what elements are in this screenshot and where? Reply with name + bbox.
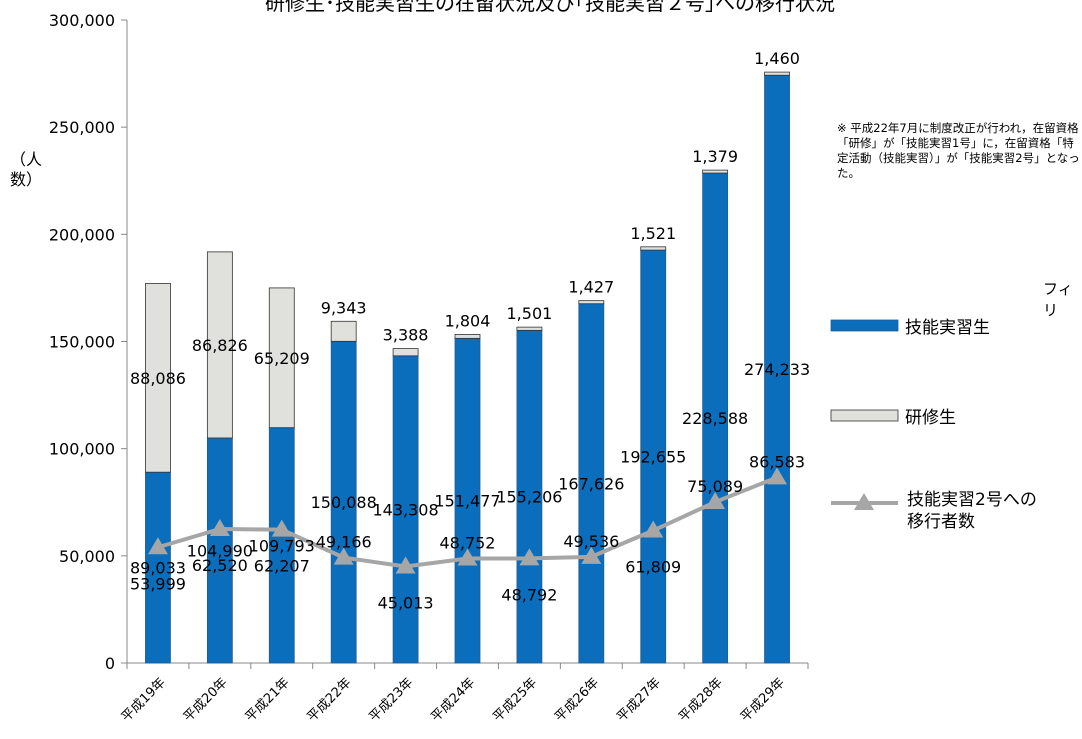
bar-trainee bbox=[392, 348, 419, 357]
bar-trainee bbox=[516, 326, 543, 331]
line-marker bbox=[705, 492, 726, 510]
x-tick-label: 平成22年 bbox=[305, 675, 355, 725]
bar-trainee bbox=[454, 334, 481, 339]
x-tick-label: 平成27年 bbox=[614, 675, 664, 725]
data-label-technical-intern: 228,588 bbox=[682, 409, 748, 428]
x-tick-label: 平成19年 bbox=[119, 675, 169, 725]
data-label-technical-intern: 192,655 bbox=[620, 448, 686, 467]
x-tick-label: 平成23年 bbox=[367, 675, 417, 725]
x-tick-label: 平成21年 bbox=[243, 675, 293, 725]
x-tick-label: 平成26年 bbox=[552, 675, 602, 725]
data-label-trainee: 1,521 bbox=[630, 224, 676, 243]
data-label-technical-intern: 151,477 bbox=[434, 492, 500, 511]
bar-trainee bbox=[702, 169, 729, 174]
data-label-transition: 49,166 bbox=[316, 533, 372, 552]
y-tick-label: 200,000 bbox=[49, 225, 115, 244]
bar-trainee bbox=[145, 282, 171, 473]
data-label-transition: 45,013 bbox=[378, 594, 434, 613]
cut-off-label: フィリ bbox=[1043, 280, 1073, 319]
bar-technical-intern bbox=[330, 340, 357, 664]
data-label-trainee: 88,086 bbox=[130, 369, 186, 388]
bar-trainee bbox=[268, 287, 295, 429]
data-label-technical-intern: 167,626 bbox=[558, 474, 624, 493]
annotation-note: ※ 平成22年7月に制度改正が行われ，在留資格「研修」が「技能実習1号」に，在留… bbox=[837, 121, 1080, 180]
data-label-trainee: 3,388 bbox=[383, 326, 429, 345]
line-marker bbox=[581, 546, 602, 564]
data-label-technical-intern: 274,233 bbox=[744, 360, 810, 379]
x-tick-label: 平成20年 bbox=[181, 675, 231, 725]
line-marker bbox=[333, 547, 354, 565]
data-label-transition: 48,792 bbox=[501, 585, 557, 604]
line-marker bbox=[395, 556, 416, 574]
legend-swatch-technical-intern bbox=[830, 319, 899, 332]
bar-trainee bbox=[578, 300, 605, 305]
legend-marker-transition bbox=[854, 493, 874, 510]
x-tick-label: 平成28年 bbox=[676, 675, 726, 725]
data-label-transition: 53,999 bbox=[130, 574, 186, 593]
data-label-transition: 62,520 bbox=[192, 556, 248, 575]
x-tick-label: 平成25年 bbox=[490, 675, 540, 725]
y-tick-label: 100,000 bbox=[49, 440, 115, 459]
y-tick-label: 0 bbox=[105, 654, 115, 673]
bar-trainee bbox=[640, 246, 667, 251]
line-marker bbox=[643, 520, 664, 538]
data-label-technical-intern: 104,990 bbox=[187, 541, 253, 560]
data-label-trainee: 1,501 bbox=[507, 304, 553, 323]
y-tick-label: 150,000 bbox=[49, 333, 115, 352]
bar-technical-intern bbox=[268, 427, 295, 664]
line-marker bbox=[519, 548, 540, 566]
y-tick-label: 250,000 bbox=[49, 118, 115, 137]
bar-technical-intern bbox=[206, 437, 233, 664]
data-label-trainee: 65,209 bbox=[254, 349, 310, 368]
data-label-trainee: 1,804 bbox=[445, 311, 491, 330]
bar-trainee bbox=[330, 320, 357, 342]
chart-title: 研修生･技能実習生の在留状況及び｢技能実習２号｣への移行状況 bbox=[265, 0, 835, 15]
x-tick-label: 平成29年 bbox=[738, 675, 788, 725]
data-label-transition: 62,207 bbox=[254, 557, 310, 576]
bar-technical-intern bbox=[145, 471, 171, 664]
legend-label-trainee: 研修生 bbox=[905, 408, 956, 428]
data-label-transition: 48,752 bbox=[440, 534, 496, 553]
line-marker bbox=[767, 467, 788, 485]
line-marker bbox=[457, 548, 478, 566]
legend-label-technical-intern: 技能実習生 bbox=[905, 318, 990, 338]
data-label-technical-intern: 150,088 bbox=[311, 493, 377, 512]
data-label-technical-intern: 155,206 bbox=[496, 488, 562, 507]
data-label-technical-intern: 143,308 bbox=[373, 500, 439, 519]
bar-technical-intern bbox=[764, 74, 790, 664]
y-tick-label: 300,000 bbox=[49, 11, 115, 30]
bar-trainee bbox=[764, 71, 790, 76]
data-label-trainee: 9,343 bbox=[321, 298, 367, 317]
bar-technical-intern bbox=[454, 337, 481, 664]
data-label-trainee: 1,427 bbox=[568, 278, 614, 297]
bar-technical-intern bbox=[392, 355, 419, 664]
bar-technical-intern bbox=[640, 249, 667, 664]
bar-trainee bbox=[206, 251, 233, 439]
y-tick-label: 50,000 bbox=[59, 547, 115, 566]
line-marker bbox=[209, 518, 230, 536]
data-label-trainee: 1,379 bbox=[692, 147, 738, 166]
data-label-transition: 49,536 bbox=[563, 532, 619, 551]
bar-technical-intern bbox=[516, 329, 543, 664]
data-label-technical-intern: 89,033 bbox=[130, 559, 186, 578]
data-label-trainee: 1,460 bbox=[754, 49, 800, 68]
line-marker bbox=[271, 519, 292, 537]
legend-label-transition: 移行者数 bbox=[907, 512, 975, 532]
data-label-transition: 61,809 bbox=[625, 558, 681, 577]
x-tick-label: 平成24年 bbox=[428, 675, 478, 725]
line-marker bbox=[147, 537, 168, 555]
legend-label-transition: 技能実習2号への bbox=[907, 490, 1037, 510]
data-label-trainee: 86,826 bbox=[192, 336, 248, 355]
bar-technical-intern bbox=[702, 172, 729, 664]
data-label-transition: 86,583 bbox=[749, 452, 805, 471]
data-label-transition: 75,089 bbox=[687, 477, 743, 496]
data-label-technical-intern: 109,793 bbox=[249, 536, 315, 555]
legend-swatch-trainee bbox=[830, 409, 899, 422]
